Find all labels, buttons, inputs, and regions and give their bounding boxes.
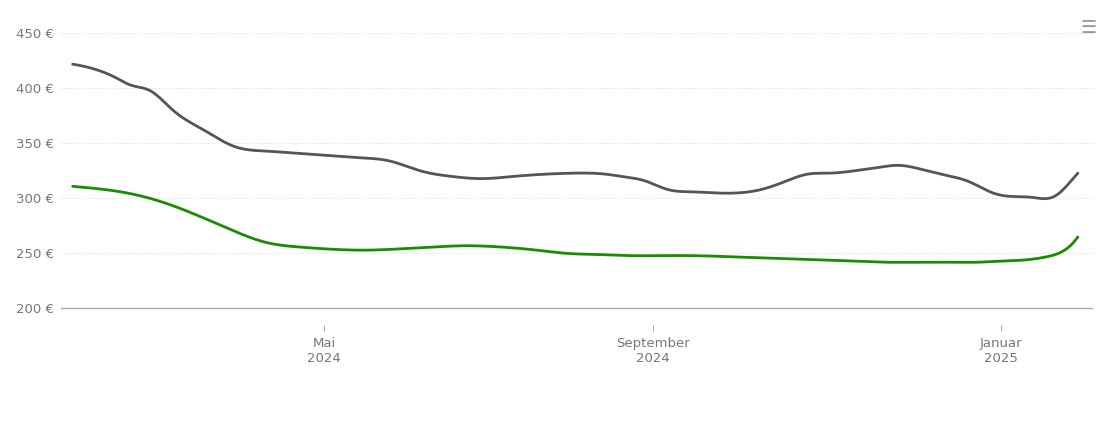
Text: ☰: ☰	[1080, 19, 1097, 37]
